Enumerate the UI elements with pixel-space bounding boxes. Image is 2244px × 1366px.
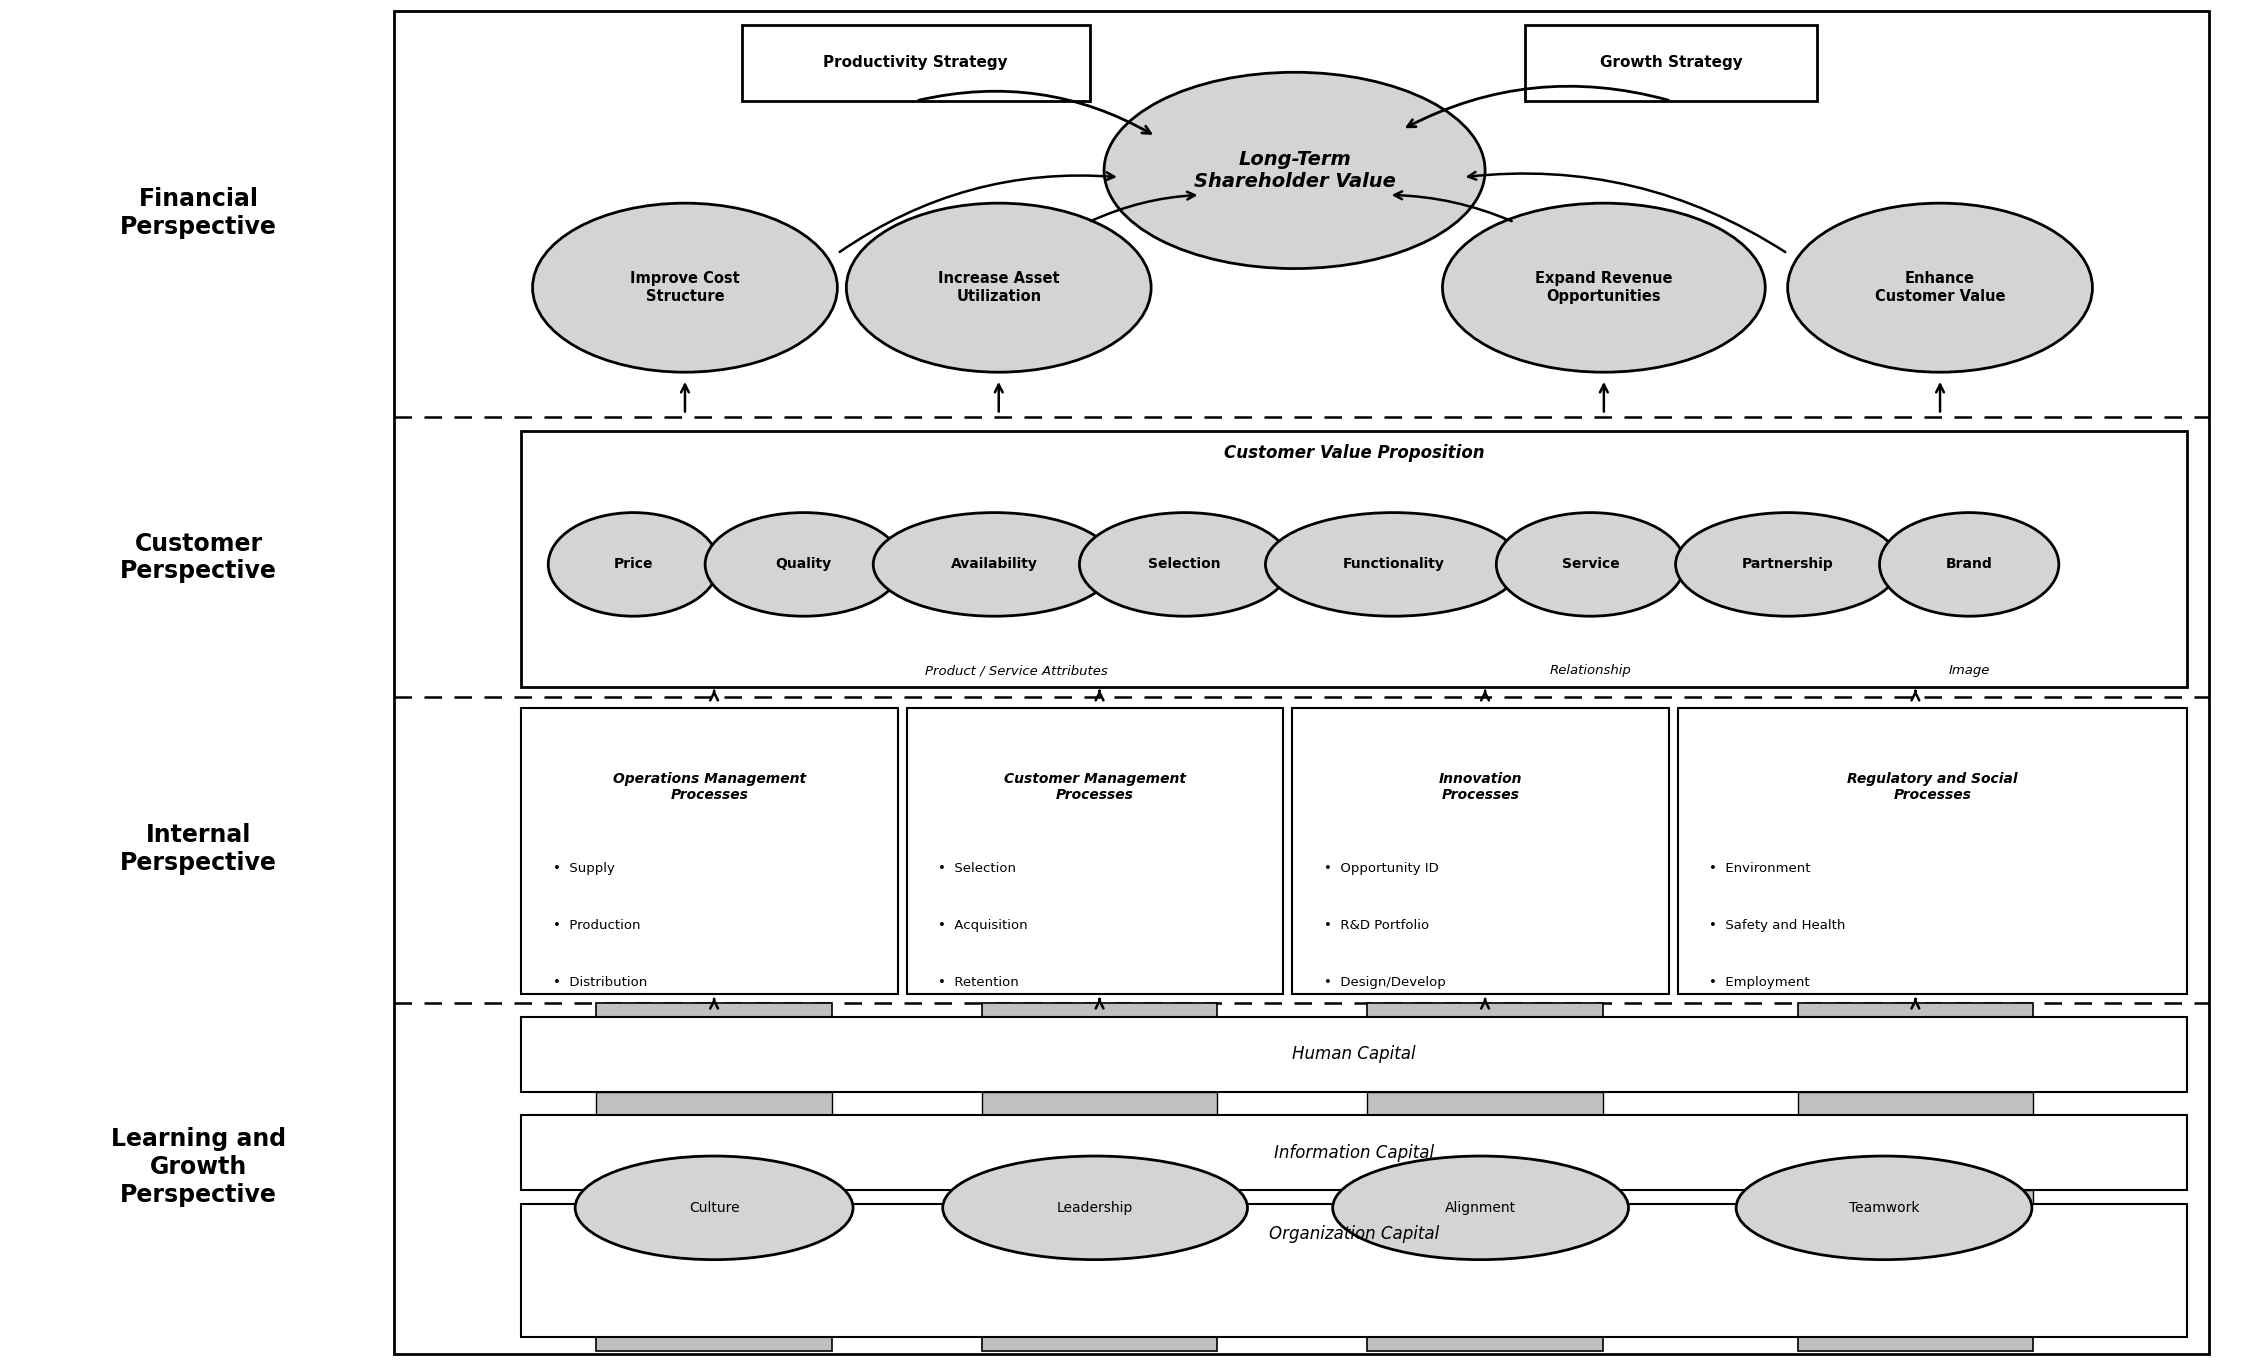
Bar <box>983 1004 1216 1018</box>
Ellipse shape <box>548 512 718 616</box>
Ellipse shape <box>846 204 1151 372</box>
Text: Brand: Brand <box>1946 557 1993 571</box>
Text: Selection: Selection <box>1149 557 1221 571</box>
Ellipse shape <box>1443 204 1766 372</box>
Text: Organization Capital: Organization Capital <box>1268 1225 1438 1243</box>
Text: •  Retention: • Retention <box>938 977 1019 989</box>
Text: Financial
Perspective: Financial Perspective <box>121 187 276 239</box>
Bar <box>1526 25 1818 101</box>
Ellipse shape <box>1880 512 2058 616</box>
Bar <box>1797 1190 2033 1203</box>
Text: •  Safety and Health: • Safety and Health <box>1710 919 1845 932</box>
Ellipse shape <box>1788 204 2091 372</box>
Bar <box>1797 1337 2033 1351</box>
Text: Quality: Quality <box>776 557 833 571</box>
Text: Information Capital: Information Capital <box>1275 1143 1434 1161</box>
Bar <box>597 1091 833 1115</box>
Text: Service: Service <box>1562 557 1620 571</box>
Text: Image: Image <box>1948 664 1990 678</box>
Text: Expand Revenue
Opportunities: Expand Revenue Opportunities <box>1535 272 1672 303</box>
Text: Partnership: Partnership <box>1741 557 1833 571</box>
Ellipse shape <box>873 512 1115 616</box>
Ellipse shape <box>1266 512 1521 616</box>
Text: Product / Service Attributes: Product / Service Attributes <box>925 664 1109 678</box>
Text: Productivity Strategy: Productivity Strategy <box>824 55 1008 70</box>
Ellipse shape <box>1104 72 1486 269</box>
Text: Customer Management
Processes: Customer Management Processes <box>1003 772 1187 802</box>
Bar <box>1367 1337 1602 1351</box>
Text: •  Supply: • Supply <box>552 862 615 874</box>
Text: •  Launch: • Launch <box>1324 1034 1389 1046</box>
Text: Human Capital: Human Capital <box>1293 1045 1416 1064</box>
Text: •  Production: • Production <box>552 919 640 932</box>
Text: Culture: Culture <box>689 1201 741 1214</box>
Text: Operations Management
Processes: Operations Management Processes <box>613 772 806 802</box>
Ellipse shape <box>1676 512 1901 616</box>
Bar <box>983 1091 1216 1115</box>
Bar <box>597 1004 833 1018</box>
Bar <box>1367 1004 1602 1018</box>
Bar <box>1293 708 1670 994</box>
Text: Availability: Availability <box>951 557 1037 571</box>
Bar <box>983 1337 1216 1351</box>
Text: Alignment: Alignment <box>1445 1201 1517 1214</box>
Text: •  Selection: • Selection <box>938 862 1017 874</box>
Bar <box>1679 708 2186 994</box>
Bar <box>597 1190 833 1203</box>
Ellipse shape <box>1079 512 1290 616</box>
Ellipse shape <box>1333 1156 1629 1259</box>
Text: Long-Term
Shareholder Value: Long-Term Shareholder Value <box>1194 150 1396 191</box>
Text: Internal
Perspective: Internal Perspective <box>121 824 276 876</box>
Text: Improve Cost
Structure: Improve Cost Structure <box>631 272 741 303</box>
Bar <box>521 1203 2186 1337</box>
Text: •  Risk Management: • Risk Management <box>552 1034 689 1046</box>
Ellipse shape <box>1497 512 1685 616</box>
Text: Innovation
Processes: Innovation Processes <box>1438 772 1521 802</box>
Text: Enhance
Customer Value: Enhance Customer Value <box>1874 272 2006 303</box>
Bar <box>521 1115 2186 1190</box>
Bar <box>521 708 898 994</box>
Bar <box>1797 1091 2033 1115</box>
Text: •  Environment: • Environment <box>1710 862 1811 874</box>
Text: Growth Strategy: Growth Strategy <box>1600 55 1744 70</box>
Bar <box>1797 1004 2033 1018</box>
Bar <box>597 1337 833 1351</box>
Text: •  Employment: • Employment <box>1710 977 1811 989</box>
Ellipse shape <box>942 1156 1248 1259</box>
Text: Leadership: Leadership <box>1057 1201 1133 1214</box>
Text: Regulatory and Social
Processes: Regulatory and Social Processes <box>1847 772 2017 802</box>
Ellipse shape <box>1737 1156 2031 1259</box>
Bar <box>983 1190 1216 1203</box>
Text: Relationship: Relationship <box>1551 664 1631 678</box>
Text: Teamwork: Teamwork <box>1849 1201 1919 1214</box>
Text: Functionality: Functionality <box>1342 557 1445 571</box>
Text: •  Community: • Community <box>1710 1034 1802 1046</box>
Text: Learning and
Growth
Perspective: Learning and Growth Perspective <box>110 1127 287 1206</box>
Text: •  Opportunity ID: • Opportunity ID <box>1324 862 1438 874</box>
Ellipse shape <box>532 204 837 372</box>
Bar <box>521 430 2186 687</box>
Text: •  Growth: • Growth <box>938 1034 1003 1046</box>
Text: Customer
Perspective: Customer Perspective <box>121 531 276 583</box>
Text: Increase Asset
Utilization: Increase Asset Utilization <box>938 272 1059 303</box>
Bar <box>1367 1091 1602 1115</box>
Ellipse shape <box>574 1156 853 1259</box>
Text: •  R&D Portfolio: • R&D Portfolio <box>1324 919 1429 932</box>
Text: Price: Price <box>613 557 653 571</box>
Bar <box>393 11 2208 1354</box>
Text: Customer Value Proposition: Customer Value Proposition <box>1223 444 1483 462</box>
Text: •  Acquisition: • Acquisition <box>938 919 1028 932</box>
Bar <box>907 708 1284 994</box>
Bar <box>521 1018 2186 1091</box>
Bar <box>743 25 1091 101</box>
Text: •  Distribution: • Distribution <box>552 977 646 989</box>
Text: •  Design/Develop: • Design/Develop <box>1324 977 1445 989</box>
Ellipse shape <box>705 512 902 616</box>
Bar <box>1367 1190 1602 1203</box>
